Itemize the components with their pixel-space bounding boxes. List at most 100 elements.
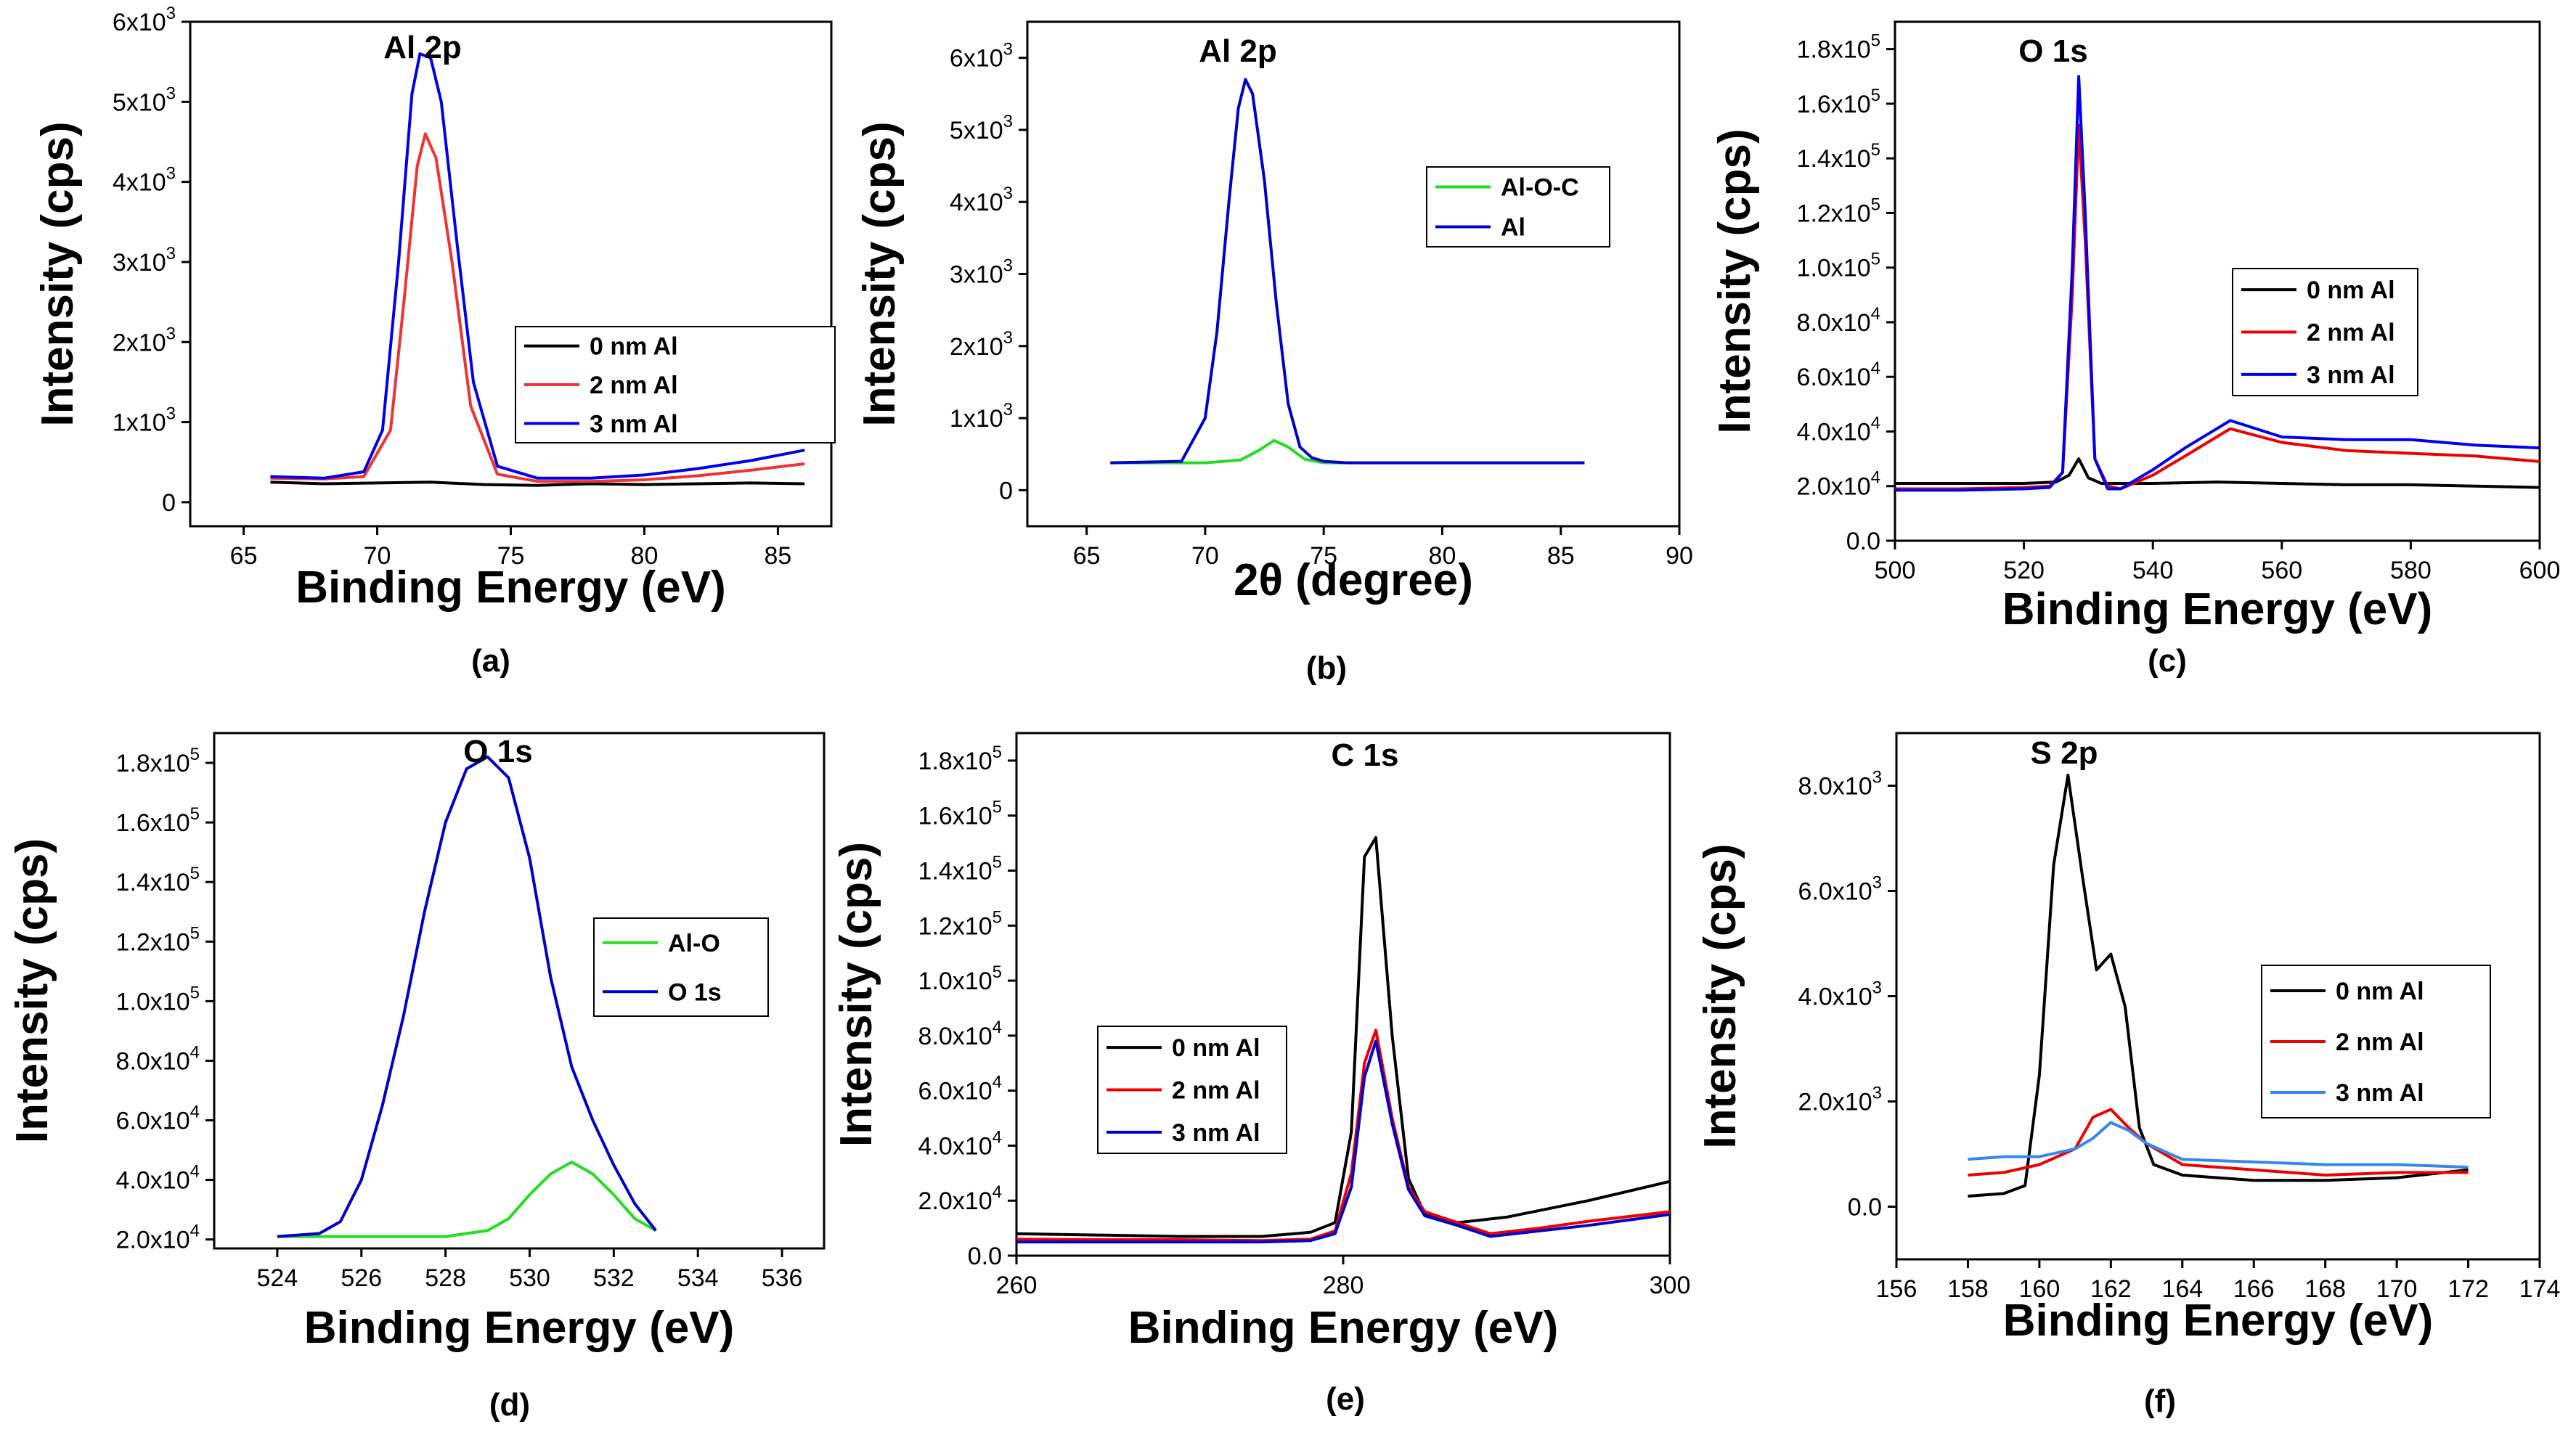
legend-entry: O 1s [668, 978, 722, 1006]
x-tick-label: 540 [2132, 557, 2174, 584]
y-tick-base: 1.2x10 [1797, 200, 1871, 227]
x-tick-label: 70 [1191, 542, 1219, 570]
y-tick-label: 1.8x105 [1797, 31, 1880, 64]
y-tick-base: 4.0x10 [1798, 983, 1872, 1011]
y-tick-exponent: 5 [1871, 31, 1880, 51]
x-tick-label: 520 [2003, 557, 2045, 584]
legend-entry: Al [1501, 214, 1525, 242]
legend-entry: 2 nm Al [1172, 1077, 1260, 1105]
legend-entry: 0 nm Al [2336, 978, 2424, 1005]
series-line-0-nm-al [1016, 836, 1671, 1238]
y-tick-label: 1.8x105 [918, 743, 1002, 775]
y-tick-base: 1.8x10 [918, 748, 993, 775]
y-tick-exponent: 4 [1871, 468, 1880, 488]
y-tick-exponent: 4 [993, 1182, 1002, 1202]
y-tick-exponent: 5 [993, 743, 1002, 762]
series-line-3-nm-al [1016, 1039, 1671, 1244]
legend-entry: 3 nm Al [2307, 361, 2395, 389]
y-tick-exponent: 3 [1003, 400, 1013, 420]
y-tick-exponent: 5 [993, 852, 1002, 872]
x-tick-label: 80 [1429, 542, 1456, 570]
series-line-3-nm-al [270, 52, 805, 480]
y-tick-label: 2.0x104 [1797, 468, 1880, 501]
x-axis-label: 2θ (degree) [1234, 555, 1473, 605]
y-tick-base: 6.0x10 [1798, 878, 1872, 906]
y-tick-base: 1.8x10 [1797, 36, 1871, 64]
series-line-2-nm-al [1968, 1108, 2469, 1177]
plot-frame [1894, 20, 2541, 542]
y-tick-exponent: 5 [190, 923, 200, 943]
y-tick-exponent: 3 [166, 324, 176, 343]
y-tick-exponent: 3 [1003, 328, 1013, 348]
legend: 0 nm Al 2 nm Al 3 nm Al [515, 326, 836, 443]
plot-frame [1026, 20, 1681, 528]
x-axis-label: Binding Energy (eV) [304, 1303, 734, 1353]
y-tick-label: 1.6x105 [1797, 86, 1880, 118]
y-tick-exponent: 4 [190, 1222, 200, 1241]
y-tick-label: 6.0x103 [1798, 873, 1882, 906]
legend-entry: 3 nm Al [1172, 1119, 1260, 1147]
y-tick-exponent: 3 [1003, 112, 1013, 131]
legend: 0 nm Al 2 nm Al 3 nm Al [1097, 1026, 1287, 1154]
x-tick-label: 85 [1547, 542, 1575, 570]
y-tick-label: 2.0x104 [918, 1182, 1002, 1215]
x-tick-label: 156 [1876, 1275, 1917, 1303]
panel-label: (b) [1306, 650, 1347, 686]
legend-entry: Al-O-C [1501, 174, 1579, 202]
y-tick-exponent: 3 [166, 164, 176, 184]
y-tick-base: 6.0x10 [918, 1078, 993, 1105]
y-tick-exponent: 3 [1003, 40, 1013, 60]
y-tick-base: 1.4x10 [116, 869, 190, 896]
y-axis-label: Intensity (cps) [33, 121, 83, 426]
y-tick-base: 1.6x10 [1797, 91, 1871, 118]
y-tick-base: 1.2x10 [116, 928, 190, 956]
x-tick-label: 75 [497, 542, 525, 570]
series-line-0-nm-al [1895, 457, 2540, 489]
x-axis-label: Binding Energy (eV) [295, 563, 725, 613]
peak-title: Al 2p [1199, 33, 1277, 69]
legend-entry: 3 nm Al [590, 410, 678, 438]
x-tick-label: 560 [2261, 557, 2302, 584]
y-tick-exponent: 3 [1872, 978, 1882, 998]
y-tick-base: 5x10 [950, 117, 1003, 144]
legend-entry: 2 nm Al [2307, 319, 2395, 347]
x-tick-label: 168 [2304, 1275, 2346, 1303]
y-tick-label: 0 [162, 489, 176, 517]
y-tick-label: 2x103 [950, 328, 1013, 361]
x-tick-label: 166 [2233, 1275, 2275, 1303]
y-tick-exponent: 5 [1871, 86, 1880, 105]
y-axis-label: Intensity (cps) [1710, 128, 1760, 433]
x-tick-label: 534 [677, 1264, 719, 1292]
y-tick-base: 0 [999, 477, 1013, 504]
y-tick-base: 4.0x10 [1797, 418, 1871, 446]
peak-title: Al 2p [383, 30, 462, 65]
x-tick-label: 500 [1875, 557, 1916, 584]
y-tick-base: 6.0x10 [1797, 364, 1871, 391]
y-tick-base: 2.0x10 [918, 1187, 993, 1215]
x-tick-label: 90 [1666, 542, 1693, 570]
y-tick-label: 2x103 [113, 324, 176, 356]
legend: Al-O-C Al [1426, 166, 1610, 248]
x-tick-label: 85 [765, 542, 792, 570]
y-tick-exponent: 5 [190, 745, 200, 764]
series-line-2-nm-al [1895, 124, 2540, 491]
y-tick-exponent: 4 [993, 1127, 1002, 1147]
series-line-3-nm-al [1968, 1121, 2469, 1169]
chart-panel-2: 65 70 75 80 85 9001x1032x1033x1034x1035x1036x… [855, 20, 1693, 686]
y-tick-exponent: 4 [1871, 413, 1880, 433]
y-tick-base: 6x10 [113, 9, 166, 36]
y-tick-exponent: 5 [993, 907, 1002, 927]
plot-frame [213, 732, 826, 1250]
x-tick-label: 170 [2376, 1275, 2418, 1303]
y-tick-label: 1.0x105 [116, 983, 200, 1015]
legend-entry: 0 nm Al [590, 333, 678, 361]
y-tick-label: 8.0x104 [918, 1018, 1002, 1050]
series-line-o-1s [277, 755, 657, 1238]
y-tick-exponent: 3 [1872, 1084, 1882, 1103]
y-tick-label: 1.2x105 [918, 907, 1002, 940]
x-tick-label: 75 [1310, 542, 1337, 570]
y-tick-exponent: 5 [190, 983, 200, 1002]
y-tick-base: 2x10 [113, 329, 166, 356]
y-tick-base: 2.0x10 [1797, 473, 1871, 501]
y-tick-label: 4.0x103 [1798, 978, 1882, 1011]
